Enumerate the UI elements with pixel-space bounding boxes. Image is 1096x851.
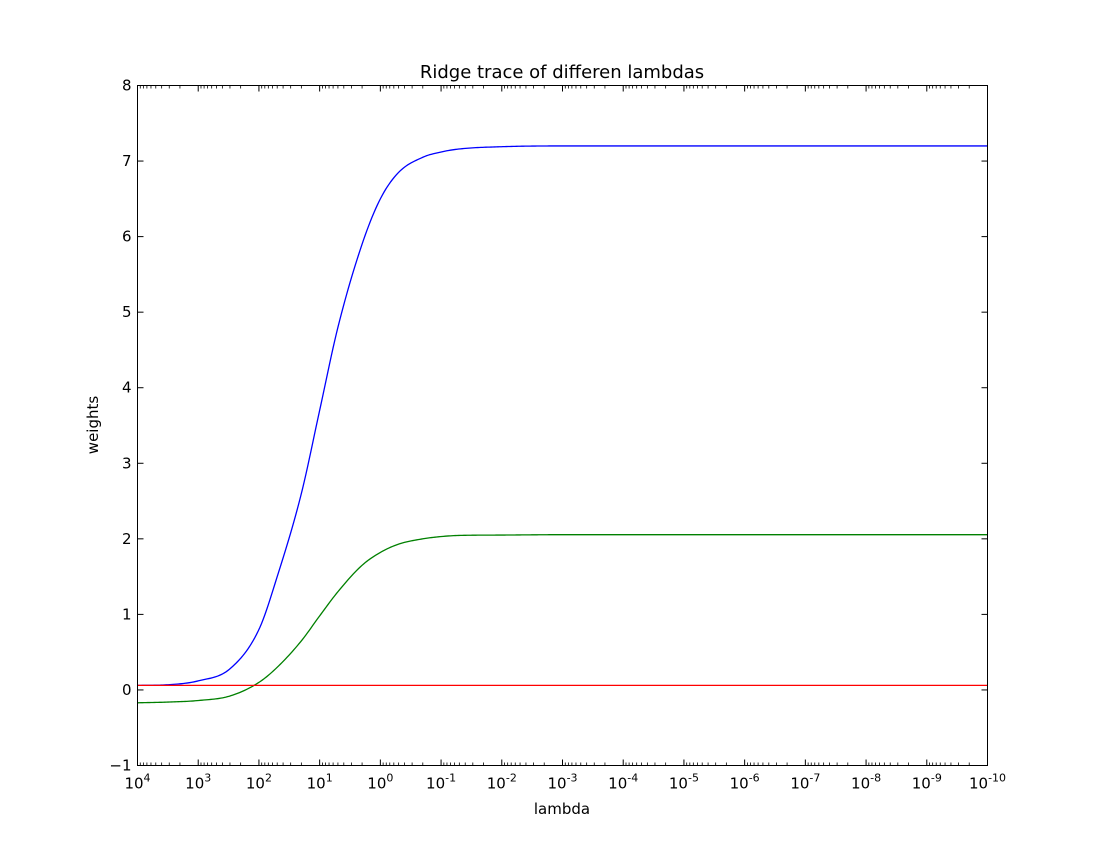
y-tick-label: 6 xyxy=(122,228,132,246)
plot-series xyxy=(137,145,988,704)
x-tick-label: 102 xyxy=(246,772,272,793)
x-tick-label: 10-3 xyxy=(547,772,577,793)
plot-frame xyxy=(137,85,988,766)
x-tick-label: 10-4 xyxy=(608,772,638,793)
x-tick-label: 10-5 xyxy=(669,772,699,793)
y-axis-label: weights xyxy=(84,396,102,455)
y-tick-label: 8 xyxy=(122,77,132,95)
x-tick-label: 10-2 xyxy=(487,772,517,793)
x-tick-label: 10-6 xyxy=(730,772,760,793)
x-axis-ticks: 104 103 102 101 100 10-1 10-2 10-3 10-4 10-5 10-6 1… xyxy=(124,85,1006,793)
y-tick-label: −1 xyxy=(109,757,131,775)
y-tick-label: 7 xyxy=(122,152,132,170)
y-tick-label: 5 xyxy=(122,303,132,321)
x-axis-label: lambda xyxy=(534,800,590,818)
y-tick-label: 2 xyxy=(122,530,132,548)
x-tick-label: 103 xyxy=(185,772,211,793)
x-tick-label: 101 xyxy=(307,772,333,793)
series-line-1 xyxy=(137,145,988,687)
x-tick-label: 10-7 xyxy=(790,772,820,793)
x-tick-label: 10-1 xyxy=(426,772,456,793)
y-tick-label: 3 xyxy=(122,454,132,472)
x-tick-label: 104 xyxy=(124,772,150,793)
y-tick-label: 0 xyxy=(122,681,132,699)
y-tick-label: 1 xyxy=(122,605,132,623)
y-axis-ticks: −1 0 1 2 3 4 5 6 7 8 xyxy=(109,77,988,775)
x-tick-label: 10-8 xyxy=(851,772,881,793)
chart-title: Ridge trace of differen lambdas xyxy=(420,62,704,83)
series-line-2 xyxy=(137,534,988,704)
y-tick-label: 4 xyxy=(122,379,132,397)
x-tick-label: 10-9 xyxy=(912,772,942,793)
x-tick-label: 100 xyxy=(367,772,393,793)
x-tick-label: 10-10 xyxy=(969,772,1006,793)
